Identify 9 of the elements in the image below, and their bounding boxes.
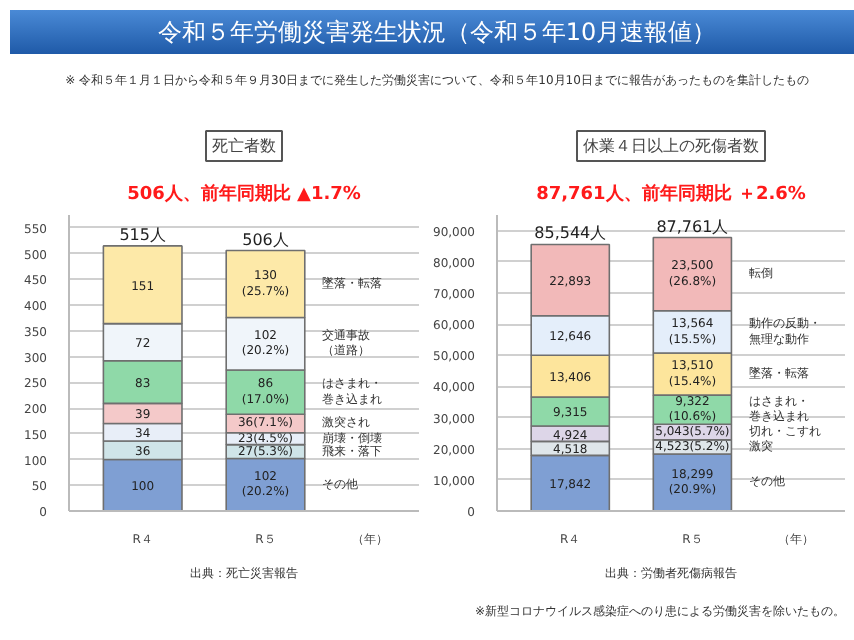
chart-title: 死亡者数 [212,137,276,155]
total-label: 85,544人 [534,224,607,243]
chart-subtitle: 87,761人、前年同期比 ＋2.6% [536,183,806,205]
text: 令和５年労働災害発生状況（令和５年10月速報値） [157,16,717,50]
total-label: 87,761人 [656,217,729,236]
chart-title: 休業４日以上の死傷者数 [583,137,759,155]
total-label: 506人 [242,230,289,249]
total-label: 515人 [119,225,166,244]
chart-subtitle: 506人、前年同期比 ▲1.7% [127,183,361,205]
